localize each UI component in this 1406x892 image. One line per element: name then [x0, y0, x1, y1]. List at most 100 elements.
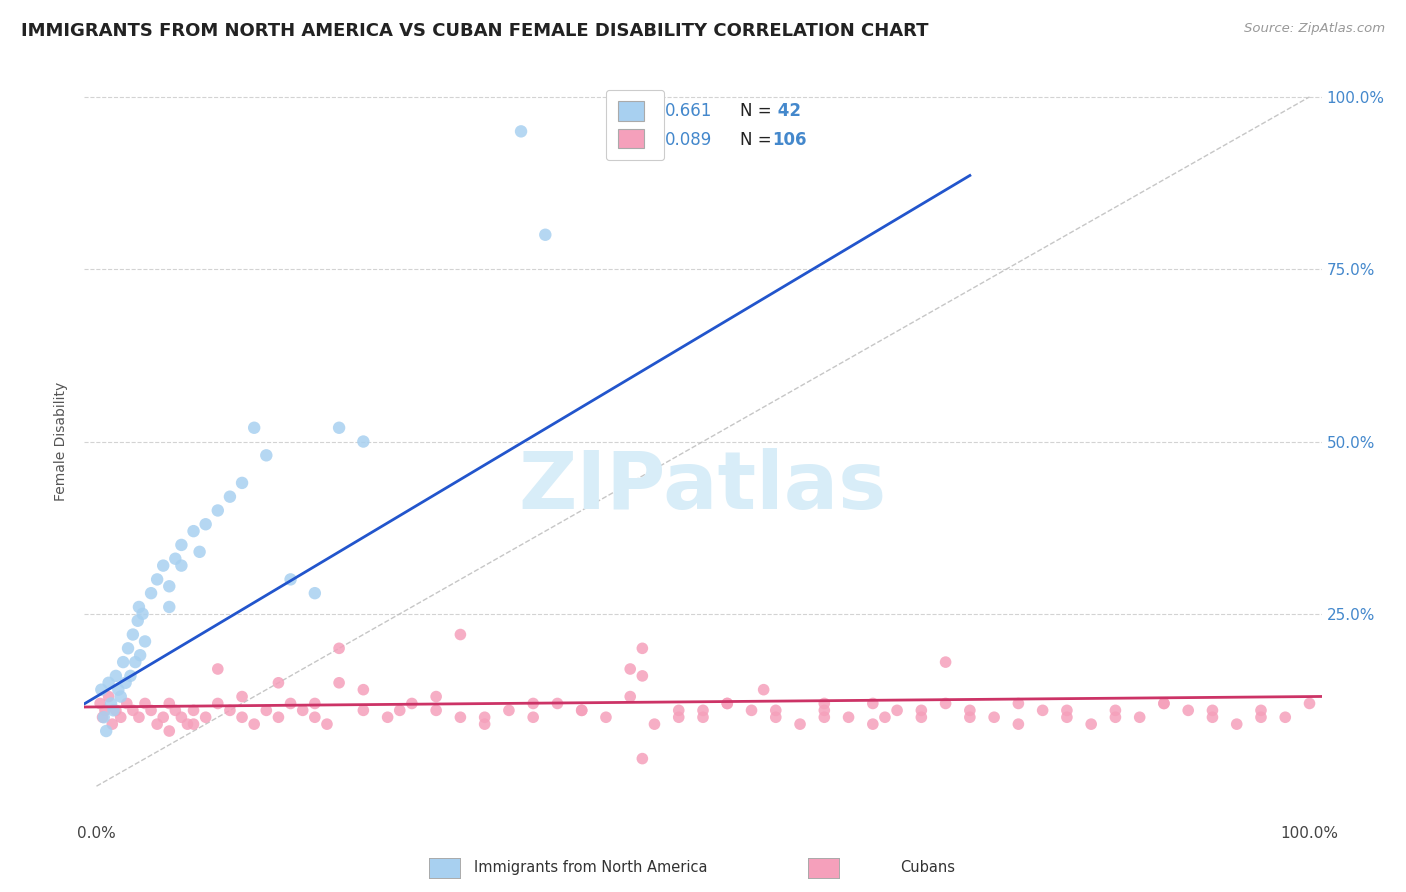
Point: [219, 703, 242, 717]
Point: [935, 697, 957, 711]
Point: [619, 662, 641, 676]
Point: [328, 641, 350, 656]
Point: [207, 697, 229, 711]
Point: [90, 682, 112, 697]
Point: [1201, 710, 1223, 724]
Point: [838, 710, 860, 724]
Text: ZIPatlas: ZIPatlas: [519, 448, 887, 526]
Point: [643, 717, 665, 731]
Point: [1250, 703, 1272, 717]
Point: [122, 703, 145, 717]
Point: [862, 717, 884, 731]
Point: [1056, 703, 1078, 717]
Point: [101, 717, 124, 731]
Point: [474, 717, 496, 731]
Point: [388, 703, 411, 717]
Point: [352, 434, 374, 449]
Point: [207, 503, 229, 517]
Point: [668, 710, 690, 724]
Point: [1080, 717, 1102, 731]
Point: [170, 538, 193, 552]
Point: [231, 710, 253, 724]
Point: [134, 697, 156, 711]
Point: [474, 710, 496, 724]
Point: [631, 669, 654, 683]
Point: [692, 703, 714, 717]
Point: [1007, 697, 1029, 711]
Point: [254, 448, 277, 462]
Point: [96, 724, 118, 739]
Point: [862, 697, 884, 711]
Point: [124, 655, 146, 669]
Point: [1056, 710, 1078, 724]
Point: [813, 697, 835, 711]
Point: [352, 682, 374, 697]
Point: [716, 697, 738, 711]
Point: [89, 697, 111, 711]
Text: 42: 42: [772, 102, 801, 120]
Point: [120, 669, 142, 683]
Point: [910, 703, 932, 717]
Point: [425, 703, 447, 717]
Point: [1104, 703, 1126, 717]
Point: [157, 724, 180, 739]
Point: [165, 703, 187, 717]
Text: Cubans: Cubans: [900, 860, 956, 874]
Point: [291, 703, 314, 717]
Point: [157, 697, 180, 711]
Point: [522, 697, 544, 711]
Point: [522, 710, 544, 724]
Point: [959, 703, 981, 717]
Point: [183, 703, 205, 717]
Point: [114, 675, 136, 690]
Point: [157, 599, 180, 614]
Point: [1007, 717, 1029, 731]
Point: [122, 627, 145, 641]
Text: N =: N =: [740, 102, 778, 120]
Point: [152, 710, 174, 724]
Point: [194, 517, 217, 532]
Point: [498, 703, 520, 717]
Text: R =: R =: [623, 102, 658, 120]
Point: [146, 573, 169, 587]
Text: N =: N =: [740, 130, 778, 149]
Legend: , : ,: [606, 90, 665, 160]
Point: [267, 675, 290, 690]
Point: [910, 710, 932, 724]
Point: [741, 703, 763, 717]
Point: [873, 710, 896, 724]
Point: [959, 710, 981, 724]
Point: [100, 697, 122, 711]
Point: [328, 675, 350, 690]
Point: [267, 710, 290, 724]
Point: [93, 710, 115, 724]
Point: [571, 703, 593, 717]
Point: [401, 697, 423, 711]
Point: [97, 675, 120, 690]
Point: [117, 641, 139, 656]
Point: [110, 690, 132, 704]
Point: [128, 599, 150, 614]
Point: [103, 703, 125, 717]
Point: [107, 682, 129, 697]
Point: [789, 717, 811, 731]
Point: [668, 703, 690, 717]
Point: [131, 607, 153, 621]
Point: [1298, 697, 1320, 711]
Text: Source: ZipAtlas.com: Source: ZipAtlas.com: [1244, 22, 1385, 36]
Point: [886, 703, 908, 717]
Point: [176, 717, 198, 731]
Point: [1177, 703, 1199, 717]
Point: [1153, 697, 1175, 711]
Point: [619, 690, 641, 704]
Point: [813, 703, 835, 717]
Point: [316, 717, 339, 731]
Point: [183, 524, 205, 538]
Point: [1250, 710, 1272, 724]
Point: [510, 124, 533, 138]
Point: [104, 703, 127, 717]
Point: [752, 682, 775, 697]
Point: [139, 703, 162, 717]
Point: [127, 614, 149, 628]
Point: [170, 710, 193, 724]
